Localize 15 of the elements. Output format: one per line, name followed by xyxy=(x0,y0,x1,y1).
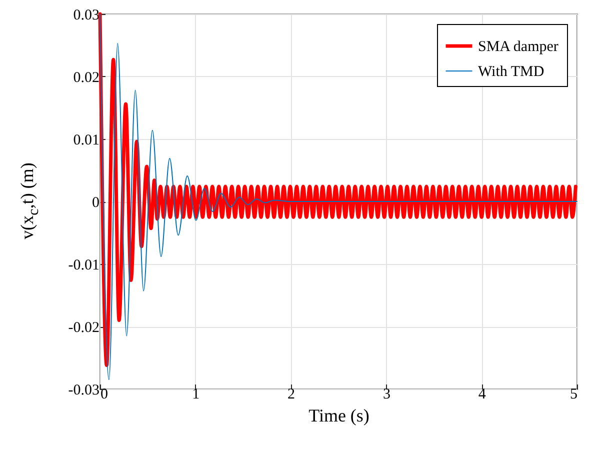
y-tick-label: 0 xyxy=(92,195,100,211)
x-tick-label: 5 xyxy=(570,386,578,402)
x-tick-label: 1 xyxy=(192,386,200,402)
x-tick-label: 2 xyxy=(288,386,296,402)
y-tick-label: 0.02 xyxy=(73,70,100,86)
x-tick-label: 4 xyxy=(478,386,486,402)
legend-label: With TMD xyxy=(478,64,544,80)
x-axis-title: Time (s) xyxy=(308,406,370,426)
y-tick-label: -0.02 xyxy=(68,320,100,336)
y-tick-label: 0.01 xyxy=(73,132,100,148)
y-tick-label: -0.01 xyxy=(68,258,100,274)
x-tick-label: 3 xyxy=(382,386,390,402)
legend-label: SMA damper xyxy=(478,39,558,55)
y-tick-label: 0.03 xyxy=(73,8,100,24)
y-tick-label: -0.03 xyxy=(68,382,100,398)
